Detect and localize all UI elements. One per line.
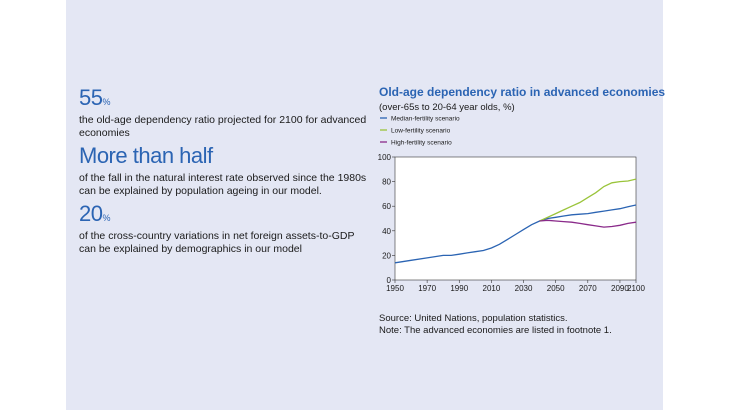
y-tick-label: 100 xyxy=(378,153,392,162)
line-chart: 0 20 40 60 80 100 1950 1970 1990 2010 2030 2050 2070… xyxy=(378,116,646,294)
stat-value: 20 xyxy=(79,201,103,226)
series-line-high xyxy=(539,219,637,228)
legend-label: Low-fertility scenario xyxy=(391,128,451,135)
stat-description: of the cross-country variations in net f… xyxy=(79,230,355,255)
stat-unit: % xyxy=(102,213,111,223)
x-tick-label: 1970 xyxy=(418,284,436,293)
y-tick-label: 20 xyxy=(382,251,391,260)
y-tick-label: 40 xyxy=(382,227,391,236)
y-tick-label: 80 xyxy=(382,178,391,187)
chart-subtitle: (over-65s to 20-64 year olds, %) xyxy=(379,102,515,113)
stat-value: More than half xyxy=(79,143,213,168)
legend-label: Median-fertility scenario xyxy=(391,116,460,123)
chart-title: Old-age dependency ratio in advanced eco… xyxy=(379,85,666,99)
x-tick-label: 2010 xyxy=(483,284,501,293)
legend-label: High-fertility scenario xyxy=(391,140,452,147)
x-tick-label: 1950 xyxy=(386,284,404,293)
x-tick-label: 2090 xyxy=(611,284,629,293)
source-line: Source: United Nations, population stati… xyxy=(379,313,568,324)
stat-headline: 55% xyxy=(79,86,369,114)
y-tick-label: 60 xyxy=(382,202,391,211)
stat-headline: 20% xyxy=(79,202,369,230)
stat-unit: % xyxy=(102,97,111,107)
stat-block: 55% the old-age dependency ratio project… xyxy=(79,86,369,140)
stat-block: More than half of the fall in the natura… xyxy=(79,144,369,198)
note-line: Note: The advanced economies are listed … xyxy=(379,325,612,336)
stat-value: 55 xyxy=(79,85,103,110)
x-tick-label: 2100 xyxy=(627,284,645,293)
stat-headline: More than half xyxy=(79,144,369,172)
stat-description: of the fall in the natural interest rate… xyxy=(79,172,367,197)
x-tick-label: 1990 xyxy=(450,284,468,293)
stat-block: 20% of the cross-country variations in n… xyxy=(79,202,369,256)
key-stats: 55% the old-age dependency ratio project… xyxy=(79,86,369,260)
x-tick-label: 2050 xyxy=(547,284,565,293)
series-line-median xyxy=(394,204,637,264)
x-tick-label: 2070 xyxy=(579,284,597,293)
source-note: Source: United Nations, population stati… xyxy=(379,313,612,337)
stat-description: the old-age dependency ratio projected f… xyxy=(79,114,367,139)
series-line-low xyxy=(539,178,637,222)
x-tick-label: 2030 xyxy=(515,284,533,293)
plot-area xyxy=(394,156,637,281)
y-tick-label: 0 xyxy=(387,276,392,285)
